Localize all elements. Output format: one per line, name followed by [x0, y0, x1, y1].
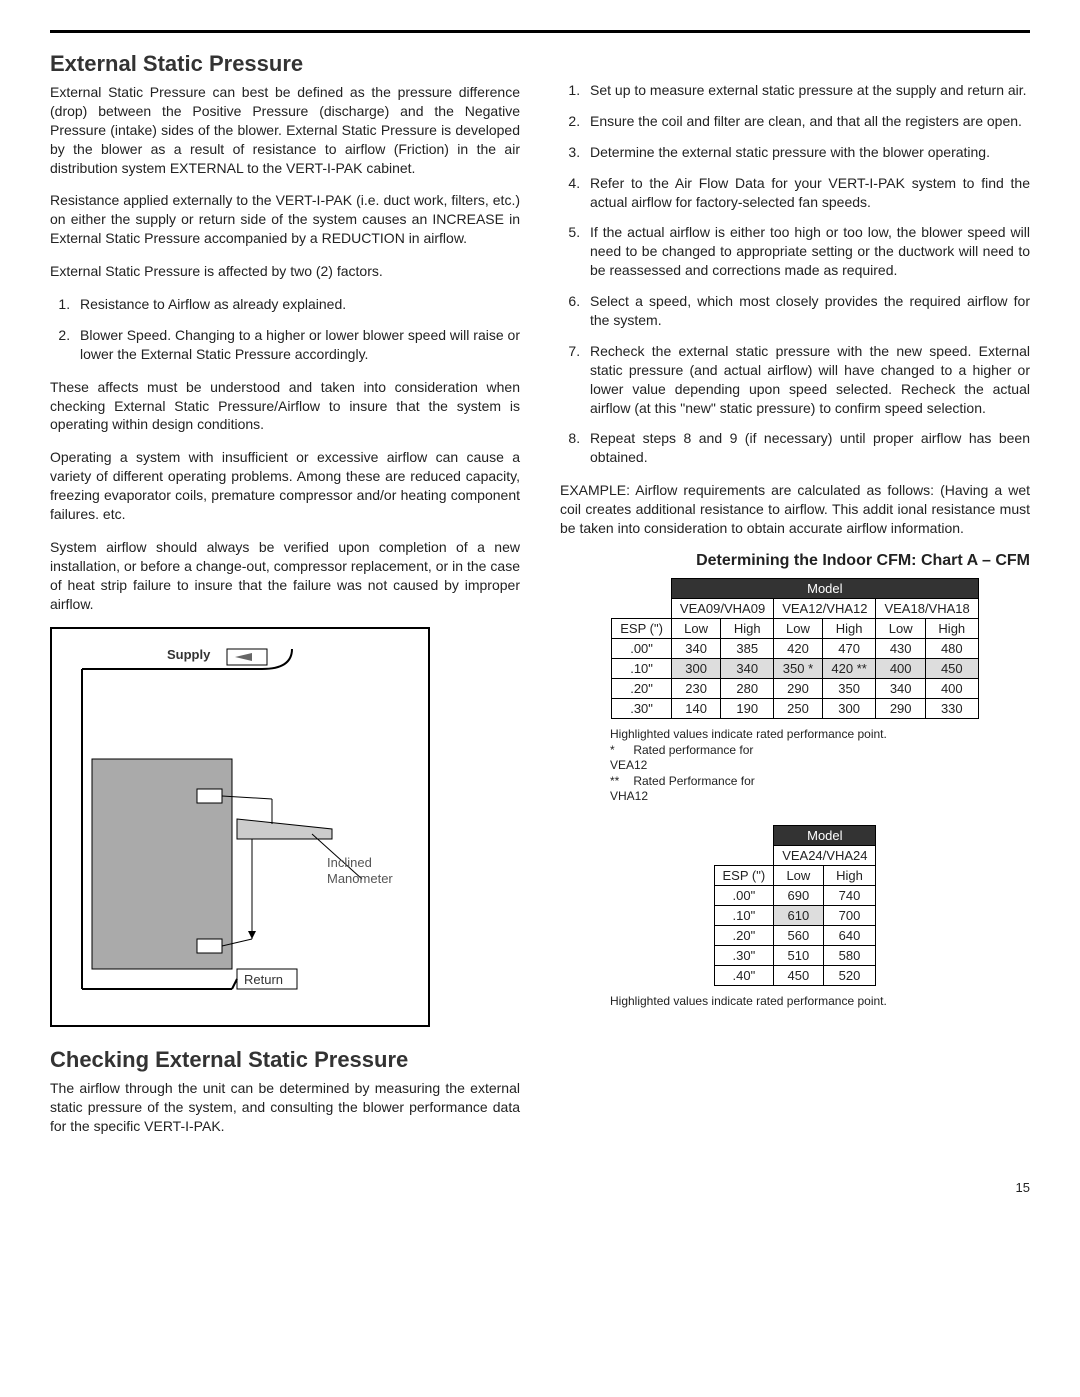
footnote-text: Rated performance forVEA12 [610, 743, 753, 773]
footnote-line: * Rated performance forVEA12 [610, 743, 1030, 774]
heading-external-static-pressure: External Static Pressure [50, 51, 520, 77]
list-item: Blower Speed. Changing to a higher or lo… [74, 326, 520, 364]
procedure-list: Set up to measure external static pressu… [560, 81, 1030, 467]
right-column: Set up to measure external static pressu… [560, 51, 1030, 1150]
chart-b-table: ModelVEA24/VHA24ESP (")LowHigh.00"690740… [714, 825, 877, 986]
list-item: Resistance to Airflow as already explain… [74, 295, 520, 314]
paragraph: External Static Pressure can best be def… [50, 83, 520, 177]
footnote-line: Highlighted values indicate rated perfor… [610, 727, 1030, 743]
paragraph: These affects must be understood and tak… [50, 378, 520, 435]
list-item: Set up to measure external static pressu… [584, 81, 1030, 100]
paragraph: External Static Pressure is affected by … [50, 262, 520, 281]
factor-list: Resistance to Airflow as already explain… [50, 295, 520, 364]
top-rule [50, 30, 1030, 33]
footnote-line: ** Rated Performance forVHA12 [610, 774, 1030, 805]
paragraph: Resistance applied externally to the VER… [50, 191, 520, 248]
left-column: External Static Pressure External Static… [50, 51, 520, 1150]
list-item: If the actual airflow is either too high… [584, 223, 1030, 280]
footnote-mark: ** [610, 774, 630, 790]
paragraph: The airflow through the unit can be dete… [50, 1079, 520, 1136]
chart-b-table-wrap: ModelVEA24/VHA24ESP (")LowHigh.00"690740… [560, 825, 1030, 986]
footnote-mark: * [610, 743, 630, 759]
list-item: Determine the external static pressure w… [584, 143, 1030, 162]
list-item: Select a speed, which most closely provi… [584, 292, 1030, 330]
diagram-svg: Supply [52, 629, 428, 1025]
svg-text:Inclined: Inclined [327, 855, 372, 870]
chart-b-footnote: Highlighted values indicate rated perfor… [610, 994, 1030, 1010]
list-item: Ensure the coil and filter are clean, an… [584, 112, 1030, 131]
paragraph: Operating a system with insufficient or … [50, 448, 520, 524]
page-number: 15 [50, 1180, 1030, 1195]
list-item: Repeat steps 8 and 9 (if necessary) unti… [584, 429, 1030, 467]
chart-a-table: ModelVEA09/VHA09VEA12/VHA12VEA18/VHA18ES… [611, 578, 979, 719]
footnote-text: Rated Performance forVHA12 [610, 774, 755, 804]
chart-a-footnotes: Highlighted values indicate rated perfor… [610, 727, 1030, 805]
paragraph: System airflow should always be verified… [50, 538, 520, 614]
example-paragraph: EXAMPLE: Airflow requirements are calcul… [560, 481, 1030, 538]
two-column-layout: External Static Pressure External Static… [50, 51, 1030, 1150]
list-item: Recheck the external static pressure wit… [584, 342, 1030, 418]
manometer-diagram: Supply [50, 627, 430, 1027]
chart-a-title: Determining the Indoor CFM: Chart A – CF… [560, 552, 1030, 570]
svg-text:Supply: Supply [167, 647, 211, 662]
svg-text:Return: Return [244, 972, 283, 987]
chart-a-table-wrap: ModelVEA09/VHA09VEA12/VHA12VEA18/VHA18ES… [560, 578, 1030, 719]
svg-text:Manometer: Manometer [327, 871, 393, 886]
list-item: Refer to the Air Flow Data for your VERT… [584, 174, 1030, 212]
heading-checking-esp: Checking External Static Pressure [50, 1047, 520, 1073]
